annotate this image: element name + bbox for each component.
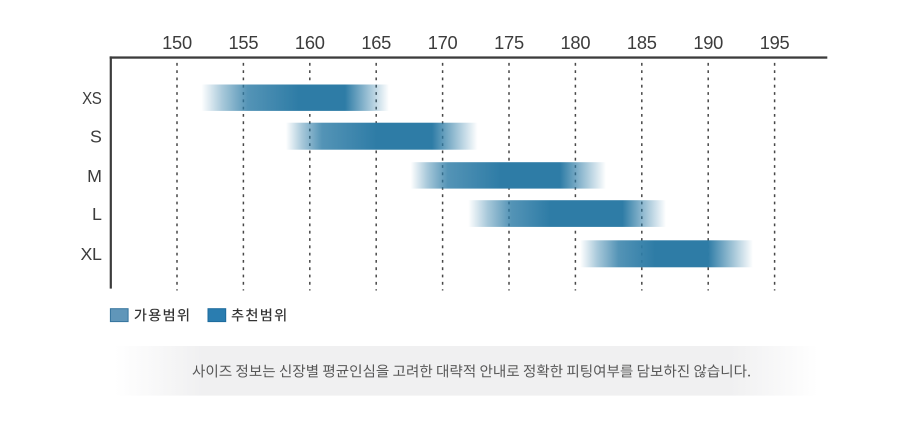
svg-text:180: 180 xyxy=(561,32,591,53)
svg-text:175: 175 xyxy=(494,32,524,53)
svg-text:170: 170 xyxy=(428,32,458,53)
svg-text:M: M xyxy=(87,166,101,186)
svg-text:160: 160 xyxy=(295,32,325,53)
svg-text:155: 155 xyxy=(229,32,259,53)
svg-text:165: 165 xyxy=(361,32,391,53)
svg-text:190: 190 xyxy=(693,32,723,53)
svg-text:XL: XL xyxy=(81,244,102,264)
svg-text:185: 185 xyxy=(627,32,657,53)
svg-text:195: 195 xyxy=(760,32,790,53)
svg-text:S: S xyxy=(90,127,102,147)
svg-text:XS: XS xyxy=(82,88,102,108)
svg-text:150: 150 xyxy=(162,32,192,53)
svg-text:L: L xyxy=(92,204,102,224)
